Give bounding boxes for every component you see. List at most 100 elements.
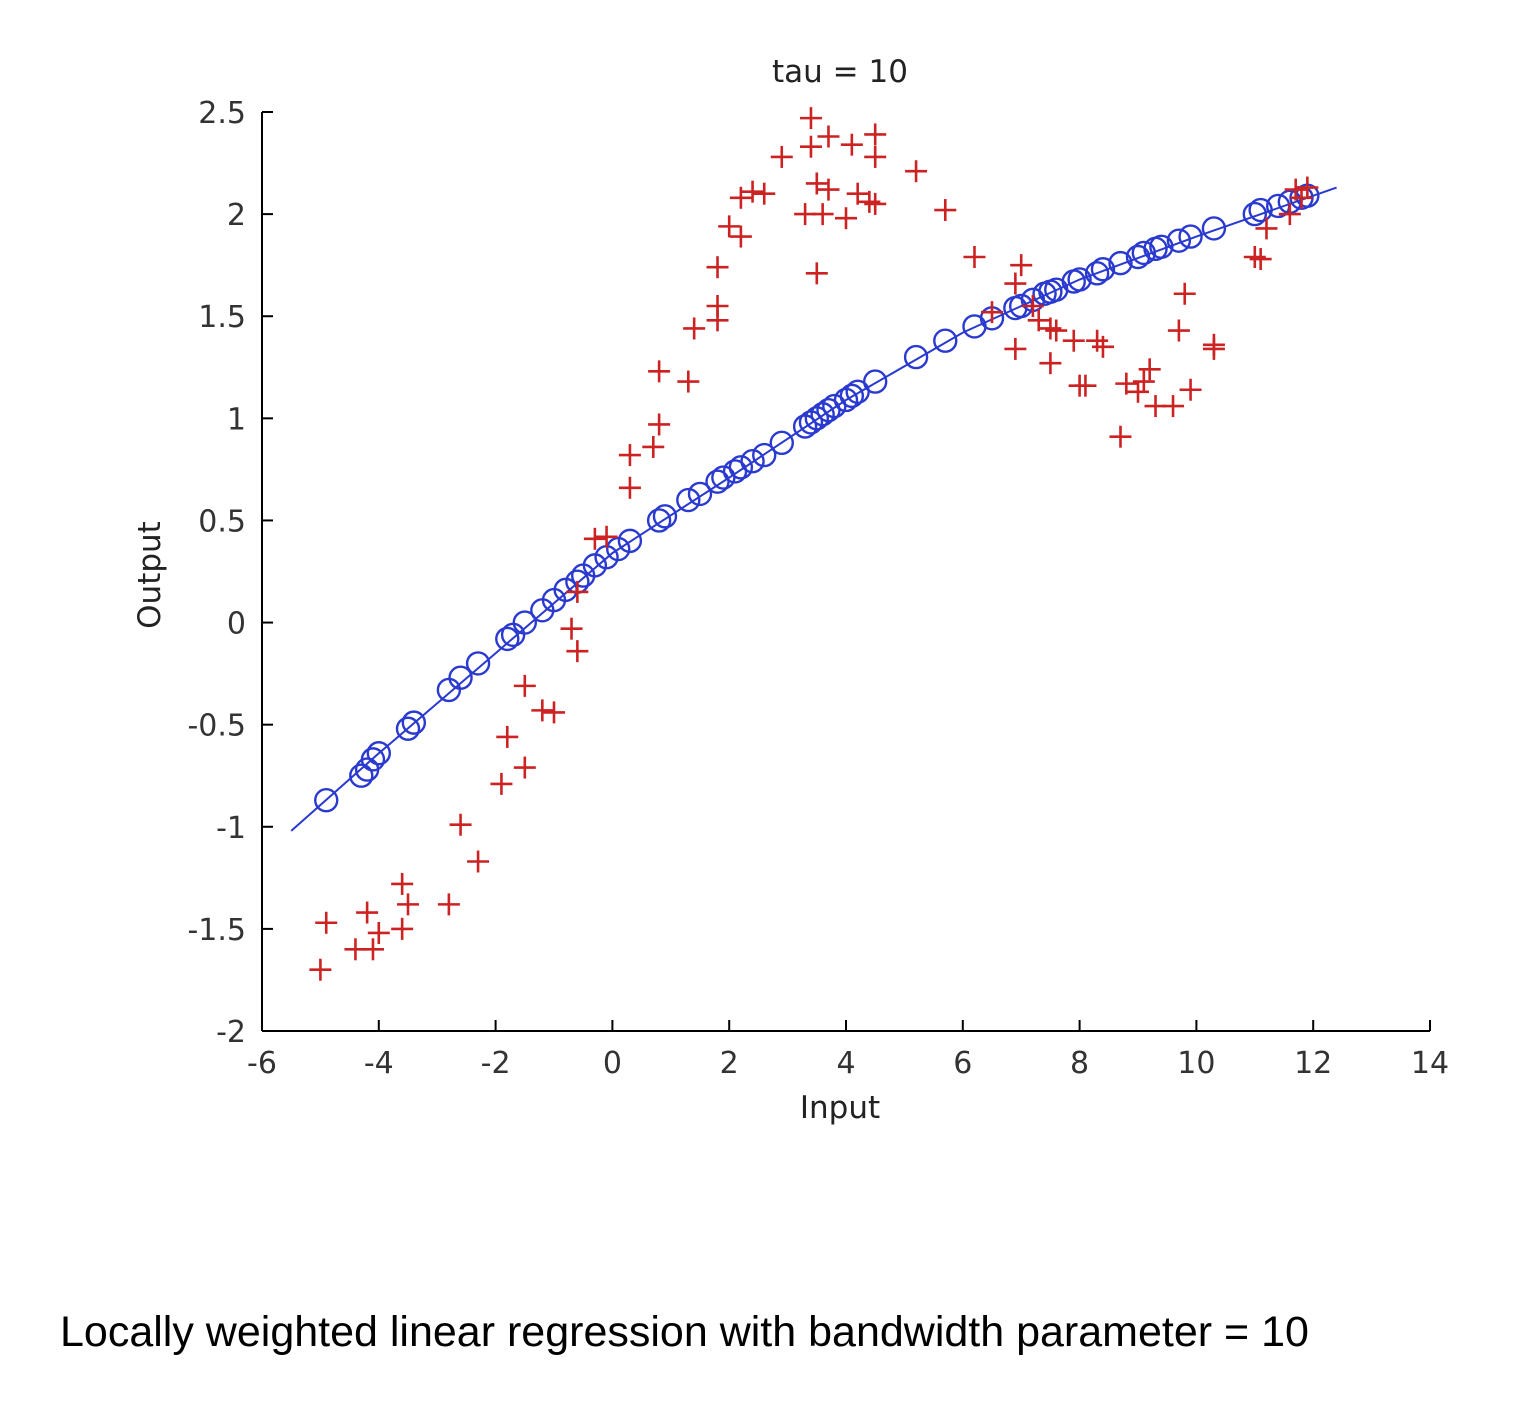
training-point [513, 674, 536, 697]
regression-line [290, 186, 1337, 832]
prediction-point [495, 626, 520, 652]
x-tick-label: 2 [720, 1046, 739, 1081]
training-point [618, 476, 641, 499]
training-point [361, 938, 384, 961]
prediction-point [1131, 240, 1157, 266]
x-tick-label: -4 [364, 1046, 394, 1081]
training-point [1115, 372, 1138, 395]
y-tick-label: -1.5 [187, 913, 246, 948]
training-point [864, 145, 887, 168]
y-tick-label: -1 [216, 811, 246, 846]
training-point [905, 160, 928, 183]
prediction-point [728, 455, 754, 480]
training-point [864, 192, 887, 215]
prediction-point [769, 430, 794, 456]
prediction-point [500, 622, 526, 648]
prediction-point [1242, 201, 1268, 227]
training-point [1109, 425, 1132, 448]
training-point [1027, 309, 1050, 332]
training-point [1202, 337, 1225, 360]
training-point [1004, 272, 1027, 295]
training-point [467, 850, 490, 873]
training-point [840, 133, 863, 156]
prediction-point [436, 677, 462, 703]
training-point [449, 813, 472, 836]
prediction-point [1178, 224, 1203, 249]
prediction-point [349, 763, 374, 788]
y-tick-label: -2 [216, 1015, 246, 1050]
training-point [1255, 217, 1278, 240]
training-points-layer [309, 107, 1319, 981]
prediction-point [512, 610, 537, 635]
training-point [677, 370, 700, 393]
training-point [309, 958, 332, 981]
scatter-chart: tau = 10 -6 -4 -2 0 2 4 6 8 10 12 14 -2-1.5-1-0.50… [132, 54, 1449, 1126]
training-point [1296, 176, 1319, 199]
x-tick-labels: -6 -4 -2 0 2 4 6 8 10 12 14 [247, 1046, 1449, 1081]
training-point [1039, 352, 1062, 375]
training-point [1132, 370, 1155, 393]
x-tick-label: 8 [1070, 1046, 1089, 1081]
training-point [706, 256, 729, 279]
prediction-point [839, 383, 865, 409]
x-tick-label: 14 [1411, 1046, 1449, 1081]
training-point [356, 901, 379, 924]
training-point [805, 262, 828, 285]
training-point [683, 317, 706, 340]
y-axis-title: Output [132, 521, 168, 629]
training-point [811, 203, 834, 226]
training-point [799, 107, 822, 130]
y-tick-label: 2 [227, 198, 246, 233]
training-point [1074, 374, 1097, 397]
prediction-point [1067, 267, 1092, 292]
training-point [1091, 335, 1114, 358]
training-point [729, 186, 752, 209]
prediction-point [1166, 228, 1192, 253]
training-point [817, 178, 840, 201]
prediction-point [863, 369, 888, 394]
prediction-points-layer [314, 183, 1320, 813]
x-tick-label: 10 [1177, 1046, 1215, 1081]
prediction-point [646, 508, 672, 533]
training-point [981, 301, 1003, 324]
training-point [618, 444, 641, 467]
training-point [1021, 295, 1044, 318]
prediction-point [1201, 216, 1227, 241]
figure-caption: Locally weighted linear regression with … [60, 1308, 1309, 1356]
prediction-point [360, 747, 386, 772]
y-tick-label: 1 [227, 402, 246, 437]
training-point [1062, 329, 1085, 352]
prediction-point [1090, 257, 1116, 282]
training-point [1039, 317, 1062, 340]
training-point [490, 772, 513, 795]
prediction-point [314, 788, 339, 813]
prediction-point [465, 651, 491, 676]
y-tick-labels: -2 -1.5 -1 -0.5 0 0.5 1 1.5 2 2.5 [187, 96, 246, 1050]
training-point [1086, 329, 1109, 352]
training-point [1290, 186, 1313, 209]
training-point [391, 917, 414, 940]
training-point [1010, 254, 1033, 277]
training-point [513, 756, 536, 779]
prediction-point [1149, 234, 1174, 259]
training-point [531, 699, 554, 722]
training-point [595, 525, 618, 548]
y-tick-label: 1.5 [198, 300, 246, 335]
training-point [718, 215, 741, 238]
training-point [817, 125, 840, 148]
training-point [397, 893, 419, 916]
x-tick-label: 0 [603, 1046, 622, 1081]
training-point [706, 295, 729, 318]
x-tick-label: 6 [953, 1046, 972, 1081]
training-point [934, 199, 957, 222]
prediction-point [395, 716, 421, 741]
training-point [566, 640, 589, 663]
training-point [560, 617, 583, 640]
x-tick-label: -6 [247, 1046, 277, 1081]
training-point [583, 527, 606, 550]
training-point [846, 182, 869, 205]
chart-title: tau = 10 [772, 54, 908, 90]
training-point [1278, 203, 1301, 226]
training-point [543, 701, 565, 724]
prediction-point [676, 487, 701, 513]
